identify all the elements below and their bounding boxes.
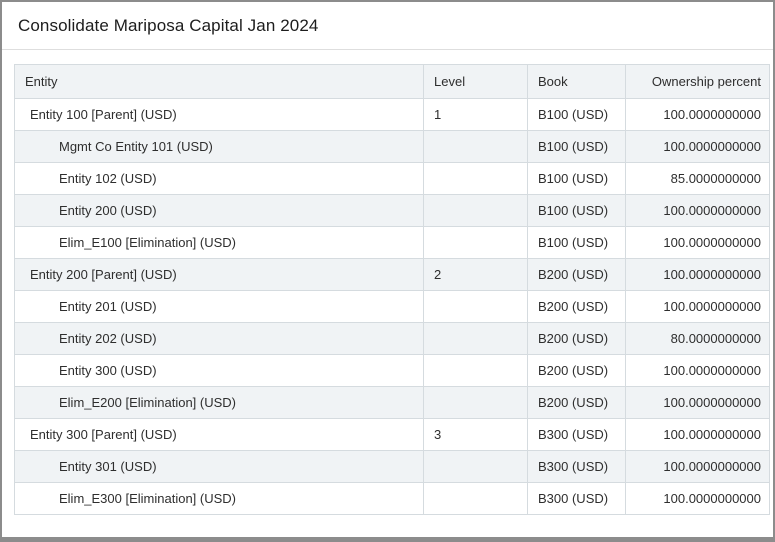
book-cell: B200 (USD)	[527, 354, 626, 387]
book-cell: B200 (USD)	[527, 290, 626, 323]
level-cell	[423, 482, 528, 515]
page-title: Consolidate Mariposa Capital Jan 2024	[18, 15, 319, 35]
ownership-cell: 100.0000000000	[625, 98, 770, 131]
book-cell: B300 (USD)	[527, 482, 626, 515]
table-row[interactable]: Elim_E100 [Elimination] (USD) B100 (USD)…	[14, 226, 770, 259]
book-cell: B100 (USD)	[527, 226, 626, 259]
table-row[interactable]: Entity 200 [Parent] (USD) 2 B200 (USD) 1…	[14, 258, 770, 291]
ownership-cell: 85.0000000000	[625, 162, 770, 195]
level-cell	[423, 450, 528, 483]
table-row[interactable]: Elim_E200 [Elimination] (USD) B200 (USD)…	[14, 386, 770, 419]
entity-cell: Mgmt Co Entity 101 (USD)	[14, 130, 424, 163]
level-cell: 2	[423, 258, 528, 291]
table-row[interactable]: Entity 100 [Parent] (USD) 1 B100 (USD) 1…	[14, 98, 770, 131]
table-row[interactable]: Elim_E300 [Elimination] (USD) B300 (USD)…	[14, 482, 770, 515]
book-cell: B200 (USD)	[527, 322, 626, 355]
table-row[interactable]: Entity 102 (USD) B100 (USD) 85.000000000…	[14, 162, 770, 195]
entity-cell: Elim_E100 [Elimination] (USD)	[14, 226, 424, 259]
ownership-cell: 100.0000000000	[625, 130, 770, 163]
ownership-cell: 100.0000000000	[625, 354, 770, 387]
entity-cell: Entity 300 (USD)	[14, 354, 424, 387]
table-row[interactable]: Entity 300 [Parent] (USD) 3 B300 (USD) 1…	[14, 418, 770, 451]
column-header-book: Book	[527, 64, 626, 99]
level-cell	[423, 226, 528, 259]
header-row: Entity Level Book Ownership percent	[14, 64, 770, 99]
table-row[interactable]: Mgmt Co Entity 101 (USD) B100 (USD) 100.…	[14, 130, 770, 163]
table-row[interactable]: Entity 202 (USD) B200 (USD) 80.000000000…	[14, 322, 770, 355]
column-header-entity: Entity	[14, 64, 424, 99]
level-cell	[423, 354, 528, 387]
ownership-cell: 100.0000000000	[625, 386, 770, 419]
table-row[interactable]: Entity 301 (USD) B300 (USD) 100.00000000…	[14, 450, 770, 483]
book-cell: B200 (USD)	[527, 258, 626, 291]
table-row[interactable]: Entity 300 (USD) B200 (USD) 100.00000000…	[14, 354, 770, 387]
level-cell	[423, 386, 528, 419]
book-cell: B200 (USD)	[527, 386, 626, 419]
column-header-level: Level	[423, 64, 528, 99]
book-cell: B100 (USD)	[527, 130, 626, 163]
level-cell	[423, 290, 528, 323]
book-cell: B100 (USD)	[527, 194, 626, 227]
ownership-cell: 100.0000000000	[625, 226, 770, 259]
ownership-cell: 100.0000000000	[625, 418, 770, 451]
level-cell: 1	[423, 98, 528, 131]
entity-cell: Entity 102 (USD)	[14, 162, 424, 195]
entity-cell: Entity 200 [Parent] (USD)	[14, 258, 424, 291]
level-cell: 3	[423, 418, 528, 451]
ownership-cell: 100.0000000000	[625, 450, 770, 483]
book-cell: B300 (USD)	[527, 418, 626, 451]
entity-cell: Entity 201 (USD)	[14, 290, 424, 323]
entity-cell: Elim_E300 [Elimination] (USD)	[14, 482, 424, 515]
ownership-cell: 80.0000000000	[625, 322, 770, 355]
table-row[interactable]: Entity 201 (USD) B200 (USD) 100.00000000…	[14, 290, 770, 323]
book-cell: B100 (USD)	[527, 98, 626, 131]
column-header-ownership-percent: Ownership percent	[625, 64, 770, 99]
entity-cell: Entity 300 [Parent] (USD)	[14, 418, 424, 451]
book-cell: B100 (USD)	[527, 162, 626, 195]
ownership-cell: 100.0000000000	[625, 482, 770, 515]
title-bar: Consolidate Mariposa Capital Jan 2024	[2, 2, 773, 50]
ownership-table: Entity Level Book Ownership percent Enti…	[14, 64, 770, 515]
level-cell	[423, 162, 528, 195]
entity-cell: Elim_E200 [Elimination] (USD)	[14, 386, 424, 419]
level-cell	[423, 194, 528, 227]
entity-cell: Entity 100 [Parent] (USD)	[14, 98, 424, 131]
ownership-cell: 100.0000000000	[625, 290, 770, 323]
table-row[interactable]: Entity 200 (USD) B100 (USD) 100.00000000…	[14, 194, 770, 227]
ownership-cell: 100.0000000000	[625, 258, 770, 291]
level-cell	[423, 322, 528, 355]
ownership-cell: 100.0000000000	[625, 194, 770, 227]
entity-cell: Entity 202 (USD)	[14, 322, 424, 355]
table-container: Entity Level Book Ownership percent Enti…	[2, 50, 773, 515]
level-cell	[423, 130, 528, 163]
entity-cell: Entity 301 (USD)	[14, 450, 424, 483]
book-cell: B300 (USD)	[527, 450, 626, 483]
entity-cell: Entity 200 (USD)	[14, 194, 424, 227]
